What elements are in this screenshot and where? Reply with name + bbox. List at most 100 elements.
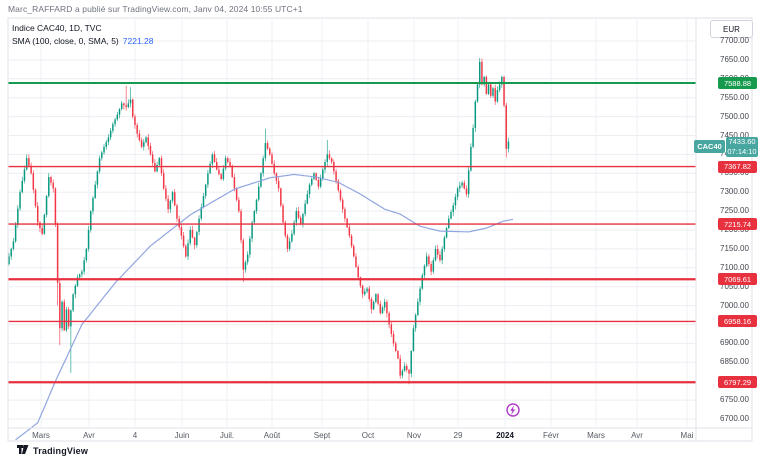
y-axis-tick: 7150.00: [720, 243, 749, 253]
candle-body: [408, 369, 410, 374]
price-level-label: 7215.74: [718, 218, 757, 231]
candle-body: [319, 178, 322, 187]
candle-body: [233, 177, 236, 189]
candle-body: [375, 294, 377, 302]
candle-body: [138, 133, 141, 141]
candle-body: [17, 208, 19, 225]
candle-body: [311, 178, 313, 185]
y-axis-tick: 6750.00: [720, 395, 749, 405]
symbol-legend[interactable]: Indice CAC40, 1D, TVC: [12, 23, 102, 33]
tradingview-footer[interactable]: TradingView: [17, 445, 88, 456]
candle-body: [12, 241, 15, 249]
candle-body: [335, 171, 337, 181]
candle-body: [105, 142, 107, 147]
candle-body: [472, 127, 474, 147]
y-axis-tick: 7700.00: [720, 36, 749, 45]
candle-body: [496, 90, 499, 102]
candle-body: [492, 88, 494, 96]
candle-body: [461, 182, 463, 186]
candle-body: [162, 173, 165, 189]
candle-body: [96, 171, 99, 185]
candle-body: [364, 291, 366, 295]
sma-legend[interactable]: SMA (100, close, 0, SMA, 5) 7221.28: [12, 35, 154, 47]
x-axis-tick: Sept: [313, 431, 331, 440]
candle-body: [395, 343, 397, 351]
last-price-value: 7433.60: [728, 137, 756, 146]
candle-body: [501, 76, 503, 85]
attribution-text: Marc_RAFFARD a publié sur TradingView.co…: [8, 4, 303, 14]
candle-body: [392, 333, 395, 344]
candle-body: [412, 328, 415, 351]
candle-body: [129, 99, 132, 104]
candle-body: [308, 184, 311, 195]
candle-body: [30, 165, 32, 174]
candle-body: [81, 271, 83, 275]
chart-legend: Indice CAC40, 1D, TVC SMA (100, close, 0…: [12, 22, 154, 47]
candle-body: [498, 84, 501, 91]
x-axis-tick: Févr: [543, 431, 559, 440]
candle-body: [317, 179, 320, 187]
bar-countdown: 07:14:10: [727, 147, 757, 156]
candle-body: [32, 173, 35, 190]
candle-body: [302, 213, 304, 225]
candle-body: [213, 154, 216, 162]
sma-legend-label: SMA (100, close, 0, SMA, 5): [12, 36, 119, 46]
candle-body: [282, 205, 284, 223]
candle-body: [14, 224, 17, 242]
candle-body: [284, 222, 286, 236]
symbol-price-tag: CAC40: [694, 140, 725, 153]
candle-body: [116, 114, 119, 120]
candle-body: [120, 103, 123, 110]
candle-body: [125, 105, 127, 108]
candle-body: [266, 143, 269, 149]
candle-body: [483, 76, 485, 85]
candle-body: [350, 235, 353, 247]
candle-body: [50, 177, 52, 183]
y-axis-tick: 7350.00: [720, 168, 749, 178]
candle-body: [151, 154, 154, 163]
candle-body: [189, 230, 191, 244]
candle-body: [381, 307, 384, 314]
candle-body: [383, 301, 386, 308]
candle-body: [454, 196, 457, 206]
candle-body: [169, 200, 172, 210]
candle-body: [235, 188, 238, 200]
y-axis-tick: 7250.00: [720, 206, 749, 216]
last-price-label: 7433.60 07:14:10: [726, 137, 758, 157]
candle-body: [344, 209, 346, 219]
candle-body: [474, 101, 477, 128]
candle-body: [330, 158, 333, 162]
candle-body: [337, 180, 340, 191]
candle-body: [54, 188, 57, 225]
candle-body: [196, 231, 198, 246]
candle-body: [48, 177, 50, 196]
x-axis-tick: Nov: [406, 431, 422, 440]
candle-body: [45, 195, 48, 215]
candle-body: [255, 199, 258, 212]
candle-body: [67, 309, 70, 327]
candle-body: [140, 140, 143, 147]
candle-body: [34, 189, 37, 207]
y-axis-tick: 7300.00: [720, 187, 749, 197]
x-axis-tick: Mars: [587, 431, 605, 440]
candle-body: [487, 84, 490, 94]
candle-body: [174, 192, 176, 206]
candle-body: [158, 158, 161, 165]
candle-body: [182, 235, 185, 247]
candle-body: [127, 103, 130, 108]
price-level-label: 6958.16: [718, 315, 757, 328]
candle-body: [401, 370, 404, 376]
x-axis-tick: Mai: [680, 431, 694, 440]
candle-body: [372, 301, 375, 310]
candle-body: [324, 161, 326, 170]
candle-body: [286, 235, 289, 249]
candle-body: [481, 61, 483, 85]
price-level-label: 7588.88: [718, 77, 757, 89]
candle-body: [410, 350, 412, 374]
currency-button[interactable]: EUR: [710, 20, 753, 38]
candle-body: [269, 148, 271, 155]
candle-body: [439, 254, 441, 261]
candle-body: [52, 182, 54, 189]
